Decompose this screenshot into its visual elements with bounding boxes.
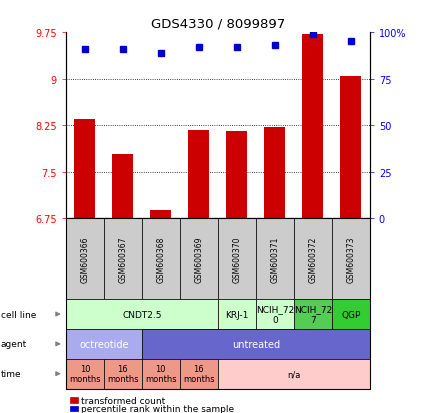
Text: GSM600370: GSM600370 bbox=[232, 236, 241, 282]
Bar bbox=[150, 211, 171, 219]
Text: agent: agent bbox=[1, 339, 27, 349]
Text: CNDT2.5: CNDT2.5 bbox=[122, 310, 162, 319]
Text: 10
months: 10 months bbox=[145, 364, 177, 383]
Text: n/a: n/a bbox=[287, 369, 300, 378]
Text: NCIH_72
7: NCIH_72 7 bbox=[294, 305, 332, 324]
Bar bbox=[340, 76, 361, 219]
Text: GSM600367: GSM600367 bbox=[118, 236, 127, 282]
Text: octreotide: octreotide bbox=[79, 339, 129, 349]
Text: QGP: QGP bbox=[341, 310, 360, 319]
Text: GSM600371: GSM600371 bbox=[270, 236, 279, 282]
Text: cell line: cell line bbox=[1, 310, 36, 319]
Bar bbox=[227, 131, 247, 219]
Text: KRJ-1: KRJ-1 bbox=[225, 310, 249, 319]
Text: NCIH_72
0: NCIH_72 0 bbox=[256, 305, 294, 324]
Text: GSM600368: GSM600368 bbox=[156, 236, 165, 282]
Text: transformed count: transformed count bbox=[81, 396, 165, 405]
Text: 16
months: 16 months bbox=[183, 364, 215, 383]
Text: time: time bbox=[1, 369, 22, 378]
Text: untreated: untreated bbox=[232, 339, 280, 349]
Title: GDS4330 / 8099897: GDS4330 / 8099897 bbox=[151, 17, 285, 31]
Text: GSM600366: GSM600366 bbox=[80, 236, 89, 282]
Text: 16
months: 16 months bbox=[107, 364, 139, 383]
Text: percentile rank within the sample: percentile rank within the sample bbox=[81, 404, 234, 413]
Text: GSM600369: GSM600369 bbox=[194, 236, 203, 282]
Bar bbox=[302, 35, 323, 219]
Text: GSM600372: GSM600372 bbox=[308, 236, 317, 282]
Bar bbox=[74, 120, 95, 219]
Bar bbox=[112, 155, 133, 219]
Bar bbox=[188, 131, 209, 219]
Text: GSM600373: GSM600373 bbox=[346, 236, 355, 282]
Bar bbox=[264, 128, 285, 219]
Text: 10
months: 10 months bbox=[69, 364, 101, 383]
